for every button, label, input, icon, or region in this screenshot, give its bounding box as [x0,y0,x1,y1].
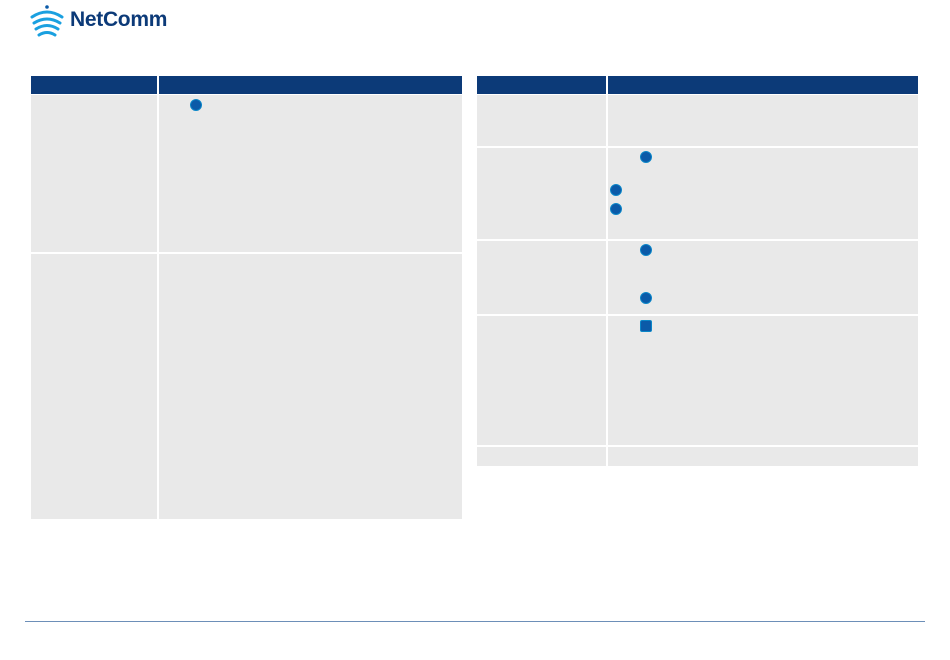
bullet [610,184,622,196]
table-header-cell [477,76,606,94]
table-cell [608,447,918,466]
table-cell [608,95,918,146]
logo-text: NetComm [70,8,168,31]
logo-icon [30,5,64,37]
table-cell [159,95,462,252]
table-cell [608,316,918,445]
bullet [640,292,652,304]
table-header-cell [608,76,918,94]
bullet [640,151,652,163]
table-cell [608,241,918,314]
table-cell [608,148,918,239]
bullet [610,203,622,215]
bullet [640,320,652,332]
table-cell [159,254,462,519]
table-cell [477,316,606,445]
table-header-cell [159,76,462,94]
table-cell [31,95,157,252]
table-cell [477,447,606,466]
table-cell [477,241,606,314]
footer-rule [25,621,925,622]
table-cell [31,254,157,519]
table-header-cell [31,76,157,94]
table-cell [477,95,606,146]
table-cell [477,148,606,239]
bullet [190,99,202,111]
bullet [640,244,652,256]
